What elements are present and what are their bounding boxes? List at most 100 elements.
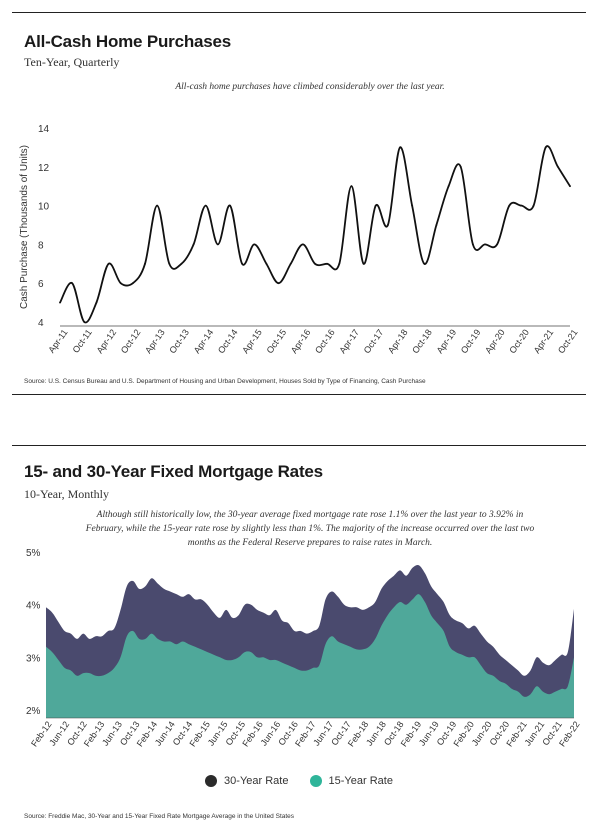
chart1-data-point	[156, 204, 159, 207]
chart1-data-point	[435, 224, 438, 226]
middle-rule-bottom	[12, 445, 586, 446]
chart1-data-point	[447, 185, 450, 188]
chart1-data-point	[204, 204, 207, 207]
chart1-y-tick-label: 14	[38, 124, 50, 135]
chart1-x-tick-label: Oct-14	[216, 327, 240, 355]
chart1-x-tick-label: Apr-14	[192, 327, 216, 355]
chart2-annotation-line-2: February, while the 15-year rate rose by…	[85, 524, 535, 534]
chart1-x-tick-label: Oct-21	[556, 327, 580, 355]
cash-purchases-chart: 4 6 8 10 12 14 Cash Purchase (Thousands of Uni…	[19, 124, 580, 355]
legend-label-15yr: 15-Year Rate	[328, 775, 393, 787]
chart1-x-tick-label: Oct-18	[410, 327, 434, 355]
chart1-x-tick-label: Apr-12	[95, 327, 119, 355]
chart1-data-point	[399, 146, 401, 149]
chart2-y-tick-label: 3%	[26, 653, 41, 664]
chart2-annotation-line-1: Although still historically low, the 30-…	[96, 510, 524, 520]
chart1-data-point	[277, 282, 280, 285]
chart1-data-point	[508, 204, 511, 207]
chart1-data-point	[326, 262, 329, 265]
chart1-data-point	[216, 243, 219, 246]
chart1-y-tick-label: 12	[38, 163, 50, 174]
chart1-data-point	[484, 243, 486, 246]
chart1-y-tick-label: 8	[38, 240, 44, 251]
chart1-y-tick-label: 6	[38, 279, 44, 290]
chart1-data-point	[180, 262, 183, 265]
chart1-data-point	[144, 262, 146, 265]
chart1-data-point	[289, 262, 292, 265]
chart1-data-point	[314, 262, 316, 265]
chart1-x-tick-label: Apr-17	[337, 327, 361, 355]
chart1-data-point	[496, 243, 499, 246]
chart1-data-point	[131, 282, 134, 285]
chart2-y-tick-label: 5%	[26, 548, 41, 559]
chart1-data-point	[71, 282, 74, 285]
legend-label-30yr: 30-Year Rate	[224, 775, 289, 787]
chart2-source: Source: Freddie Mac, 30-Year and 15-Year…	[24, 813, 295, 820]
legend-dot-15yr	[309, 775, 322, 787]
chart1-x-tick-label: Apr-13	[143, 327, 167, 355]
chart2-subtitle: 10-Year, Monthly	[24, 487, 109, 501]
chart1-x-tick-label: Oct-17	[362, 327, 386, 355]
chart2-area-15yr	[46, 594, 574, 718]
chart1-data-point	[374, 204, 377, 207]
chart1-data-point	[241, 262, 244, 265]
chart1-series-line	[59, 145, 571, 324]
chart2-legend: 30-Year Rate 15-Year Rate	[0, 775, 598, 790]
chart1-data-point	[532, 204, 535, 207]
chart1-x-tick-label: Oct-11	[71, 327, 94, 354]
chart1-data-point	[338, 262, 341, 265]
chart1-x-tick-label: Apr-19	[435, 327, 459, 355]
chart1-source: Source: U.S. Census Bureau and U.S. Depa…	[24, 378, 426, 385]
chart1-data-point	[411, 204, 414, 207]
chart1-data-point	[301, 243, 304, 246]
chart1-x-tick-label: Oct-19	[459, 327, 483, 355]
legend-item-30yr: 30-Year Rate	[205, 775, 288, 787]
chart1-data-point	[386, 224, 389, 226]
chart2-annotation: Although still historically low, the 30-…	[50, 508, 570, 550]
chart1-title: All-Cash Home Purchases	[24, 32, 232, 51]
chart1-data-point	[459, 165, 462, 168]
chart1-x-tick-label: Apr-11	[46, 327, 69, 354]
chart1-x-tick-label: Apr-21	[532, 327, 556, 355]
chart1-y-tick-label: 10	[38, 202, 50, 213]
chart1-x-tick-label: Oct-16	[313, 327, 337, 355]
chart1-y-tick-label: 4	[38, 318, 44, 329]
chart1-data-point	[107, 262, 110, 265]
chart1-data-point	[168, 262, 171, 265]
legend-item-15yr: 15-Year Rate	[309, 775, 393, 787]
top-rule	[12, 12, 586, 13]
middle-rule-top	[12, 394, 586, 395]
chart1-data-point	[471, 243, 474, 246]
chart1-data-point	[265, 262, 268, 265]
chart1-x-tick-label: Oct-13	[167, 327, 191, 355]
chart1-x-tick-label: Apr-20	[483, 327, 507, 355]
chart1-data-point	[83, 321, 86, 323]
chart1-x-tick-label: Apr-15	[240, 327, 264, 355]
chart1-x-tick-label: Oct-20	[507, 327, 531, 355]
chart1-data-point	[119, 282, 122, 285]
chart1-data-point	[569, 185, 571, 188]
chart2-annotation-line-3: months as the Federal Reserve prepares t…	[187, 538, 433, 548]
chart1-subtitle: Ten-Year, Quarterly	[24, 55, 120, 69]
legend-dot-30yr	[205, 775, 218, 787]
chart2-y-tick-label: 2%	[26, 706, 41, 717]
chart1-data-point	[59, 301, 61, 304]
mortgage-rates-chart: 2%3%4%5%Feb-12Jun-12Oct-12Feb-13Jun-13Oc…	[26, 548, 582, 749]
chart1-data-point	[229, 204, 231, 207]
chart1-x-tick-label: Oct-15	[265, 327, 289, 355]
chart2-y-tick-label: 4%	[26, 601, 41, 612]
chart1-annotation: All-cash home purchases have climbed con…	[175, 82, 445, 92]
chart1-data-point	[556, 165, 559, 168]
chart1-data-point	[95, 301, 98, 304]
chart1-y-axis-label: Cash Purchase (Thousands of Units)	[19, 145, 30, 309]
chart1-data-point	[192, 243, 195, 246]
chart1-data-point	[520, 204, 523, 207]
chart1-data-point	[350, 185, 353, 188]
chart2-title: 15- and 30-Year Fixed Mortgage Rates	[24, 462, 323, 481]
chart1-data-point	[362, 262, 365, 265]
chart1-x-tick-label: Apr-18	[386, 327, 410, 355]
chart1-data-point	[423, 262, 426, 265]
chart1-x-tick-label: Oct-12	[119, 327, 143, 355]
chart1-x-tick-label: Apr-16	[289, 327, 313, 355]
chart1-data-point	[253, 243, 256, 246]
